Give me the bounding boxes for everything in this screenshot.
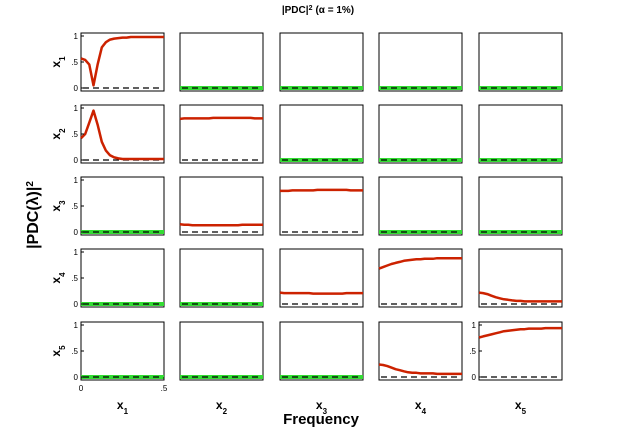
pdc-line [378, 363, 462, 376]
y-tick-label: 1 [74, 321, 79, 330]
panel-r2-c2 [179, 104, 264, 164]
y-tick-label: 0 [74, 156, 79, 165]
row-label-x3: x3 [49, 200, 67, 212]
y-tick-label: 1 [74, 32, 79, 41]
column-label-x3: x3 [316, 398, 328, 416]
pdc-line [478, 291, 562, 303]
y-tick-label: 1 [74, 176, 79, 185]
pdc-line [179, 116, 263, 121]
panel-r4-c5 [478, 248, 563, 308]
pdc-line [80, 35, 164, 87]
panel-r4-c1: 0.51 [71, 248, 165, 309]
pdc-line [179, 222, 263, 227]
panel-r1-c5 [478, 32, 563, 92]
panel-r3-c1: 0.51 [71, 176, 165, 237]
panel-frame [80, 248, 165, 308]
x-tick-label: 0 [79, 384, 84, 393]
panel-r4-c4 [378, 248, 463, 308]
panel-frame [179, 104, 264, 164]
panel-frame [478, 248, 563, 308]
panel-r3-c3 [279, 176, 364, 236]
y-tick-label: 0 [74, 300, 79, 309]
panel-frame [179, 32, 264, 92]
y-tick-label: .5 [71, 58, 78, 67]
panel-frame [478, 32, 563, 92]
x-tick-label: .5 [161, 384, 168, 393]
y-axis-label: |PDC(λ)|2 [25, 181, 43, 249]
y-tick-label: 0 [74, 373, 79, 382]
y-tick-label: .5 [71, 202, 78, 211]
y-tick-label: 0 [74, 84, 79, 93]
y-tick-label: 0 [472, 373, 477, 382]
x-axis-label: Frequency [283, 411, 360, 428]
panel-frame [279, 321, 364, 381]
panel-frame [179, 248, 264, 308]
panel-r2-c4 [378, 104, 463, 164]
column-label-x4: x4 [415, 398, 427, 416]
panel-frame [80, 104, 165, 164]
panel-r3-c4 [378, 176, 463, 236]
row-label-x5: x5 [49, 345, 67, 357]
y-tick-label: 1 [472, 321, 477, 330]
panel-r1-c3 [279, 32, 364, 92]
panel-frame [378, 176, 463, 236]
panel-frame [80, 321, 165, 381]
panel-frame [80, 176, 165, 236]
figure-title: |PDC|2 (α = 1%) [282, 5, 354, 17]
panel-r2-c5 [478, 104, 563, 164]
panel-r5-c3 [279, 321, 364, 381]
panel-r2-c1: 0.51 [71, 104, 165, 165]
panel-frame [279, 32, 364, 92]
panel-frame [478, 104, 563, 164]
panel-frame [279, 248, 364, 308]
panel-r5-c5: 0.51 [469, 321, 563, 382]
pdc-line [478, 326, 562, 339]
panel-frame [279, 104, 364, 164]
panel-frame [378, 321, 463, 381]
panel-r3-c2 [179, 176, 264, 236]
panel-frame [478, 321, 563, 381]
panel-r4-c2 [179, 248, 264, 308]
column-label-x1: x1 [117, 398, 129, 416]
panel-r2-c3 [279, 104, 364, 164]
row-label-x4: x4 [49, 272, 67, 284]
pdc-line [80, 109, 164, 161]
row-label-x2: x2 [49, 128, 67, 140]
panel-r1-c1: 0.51 [71, 32, 165, 93]
panel-r5-c4 [378, 321, 463, 381]
panel-r1-c4 [378, 32, 463, 92]
panel-frame [478, 176, 563, 236]
y-tick-label: .5 [71, 347, 78, 356]
panel-r5-c2 [179, 321, 264, 381]
y-tick-label: 1 [74, 104, 79, 113]
y-tick-label: .5 [71, 274, 78, 283]
panel-frame [279, 176, 364, 236]
panel-r4-c3 [279, 248, 364, 308]
panel-frame [179, 321, 264, 381]
y-tick-label: 1 [74, 248, 79, 257]
panel-r3-c5 [478, 176, 563, 236]
pdc-line [279, 291, 363, 295]
y-tick-label: .5 [469, 347, 476, 356]
y-tick-label: .5 [71, 130, 78, 139]
panel-r1-c2 [179, 32, 264, 92]
column-label-x2: x2 [216, 398, 228, 416]
pdc-line [280, 188, 363, 193]
panel-frame [378, 104, 463, 164]
row-label-x1: x1 [49, 56, 67, 68]
panel-r5-c1: 0 .5 1 0 .5 [71, 321, 168, 393]
column-label-x5: x5 [515, 398, 527, 416]
pdc-line [378, 256, 462, 270]
y-tick-label: 0 [74, 228, 79, 237]
panel-frame [378, 32, 463, 92]
